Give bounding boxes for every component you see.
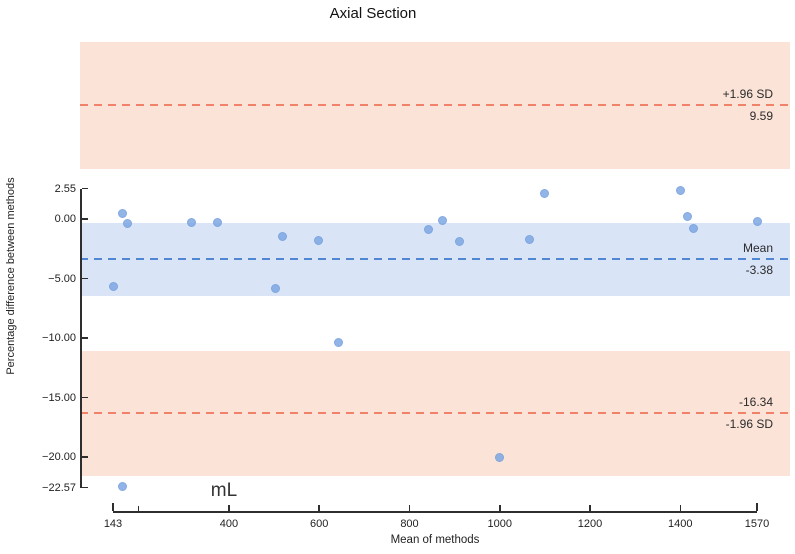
y-tick <box>82 187 88 190</box>
lower-loa-label-below: -1.96 SD <box>725 417 773 432</box>
scatter-point <box>109 282 119 292</box>
scatter-point <box>524 234 534 244</box>
y-tick-label: −22.57 <box>42 481 76 494</box>
x-tick <box>589 505 591 511</box>
mean-line <box>80 258 790 261</box>
x-minor-tick <box>137 506 140 511</box>
x-tick <box>499 505 501 511</box>
y-tick <box>82 337 88 339</box>
upper-loa-label-below: 9.59 <box>749 108 773 123</box>
scatter-point <box>186 218 196 228</box>
x-tick <box>408 505 411 511</box>
scatter-point <box>271 284 281 294</box>
y-axis-label: Percentage difference between methods <box>5 177 17 375</box>
scatter-point <box>277 232 287 242</box>
scatter-point <box>688 224 698 234</box>
scatter-point <box>117 482 127 492</box>
mean-label-below: -3.38 <box>745 263 773 278</box>
x-tick-label: 143 <box>103 518 123 530</box>
x-axis-label: Mean of methods <box>390 534 480 546</box>
x-tick-label: 1570 <box>744 518 770 530</box>
unit-annotation: mL <box>210 480 238 501</box>
scatter-point <box>454 236 464 246</box>
scatter-point <box>437 216 447 226</box>
y-tick <box>82 277 88 280</box>
y-tick-label: −5.00 <box>48 272 76 285</box>
y-axis-spine <box>80 188 82 488</box>
y-tick-label: 0.00 <box>54 213 76 225</box>
scatter-point <box>313 235 323 245</box>
upper-loa-line <box>80 103 790 106</box>
scatter-point <box>212 218 222 228</box>
x-tick-label: 1400 <box>668 518 693 530</box>
scatter-point <box>752 217 762 227</box>
lower-loa-label-above: -16.34 <box>738 395 773 410</box>
y-tick <box>82 486 88 489</box>
scatter-point <box>675 185 685 195</box>
scatter-point <box>540 188 550 198</box>
x-tick <box>112 503 114 511</box>
y-tick <box>82 396 88 399</box>
scatter-point <box>333 338 343 348</box>
x-tick-label: 800 <box>400 518 419 530</box>
x-tick <box>228 505 230 511</box>
y-tick <box>82 218 88 220</box>
x-tick-label: 1000 <box>487 518 512 530</box>
y-tick-label: −20.00 <box>42 451 76 463</box>
scatter-point <box>495 452 505 462</box>
y-tick-label: −15.00 <box>42 391 76 404</box>
x-tick <box>756 503 758 511</box>
scatter-point <box>423 224 433 234</box>
x-tick-label: 1200 <box>577 518 603 530</box>
x-axis-spine <box>113 511 757 513</box>
mean-label-above: Mean <box>742 241 773 256</box>
y-tick-label: −10.00 <box>42 332 76 344</box>
x-tick <box>318 505 320 511</box>
lower-loa-line <box>80 412 790 415</box>
y-tick <box>82 456 88 458</box>
x-tick-label: 400 <box>219 518 239 530</box>
upper-loa-label-above: +1.96 SD <box>722 86 773 101</box>
scatter-point <box>682 211 692 221</box>
scatter-point <box>118 208 128 218</box>
x-tick <box>679 505 682 511</box>
y-tick-label: 2.55 <box>54 182 76 195</box>
scatter-point <box>123 219 133 229</box>
x-tick-label: 600 <box>310 518 329 530</box>
chart-title: Axial Section <box>329 5 417 22</box>
